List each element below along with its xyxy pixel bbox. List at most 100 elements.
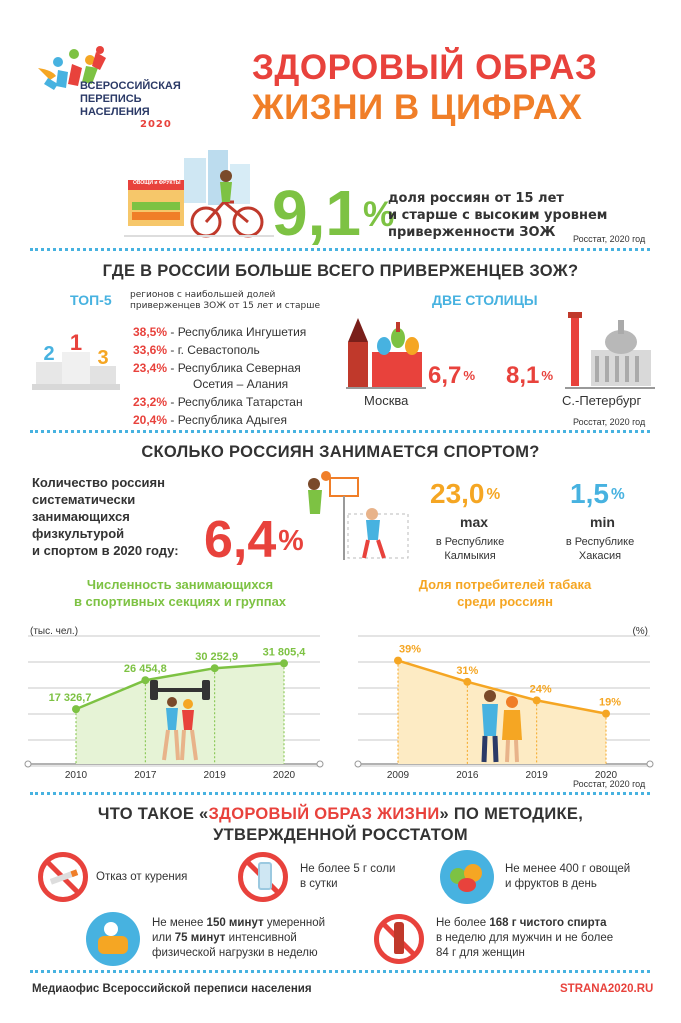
- market-bike-illustration: [124, 150, 274, 238]
- definition-activity-line1: Не менее 150 минут умеренной: [152, 916, 325, 931]
- region-item: 23,2% - Республика Татарстан: [133, 395, 303, 409]
- sport-label-line2: систематически: [32, 492, 136, 507]
- series-area: [398, 660, 606, 764]
- x-tick-label: 2016: [456, 770, 479, 781]
- data-label: 17 326,7: [49, 692, 92, 704]
- tobacco-chart-title: Доля потребителей табака среди россиян: [360, 576, 650, 610]
- axis-end-right: [646, 760, 654, 768]
- region-name: - Республика Адыгея: [167, 413, 287, 427]
- definition-title-post: » ПО МЕТОДИКЕ,: [439, 805, 584, 823]
- spb-isaac-cathedral-icon: [565, 312, 655, 389]
- tobacco-users-chart: 39% 2009 31% 2016 24% 2019 19% 2020 (%): [354, 626, 654, 781]
- definition-activity-f: интенсивной: [225, 932, 297, 944]
- zozh-description: доля россиян от 15 лет и старше с высоки…: [388, 190, 607, 241]
- definition-fruits-line2: и фруктов в день: [505, 878, 597, 890]
- sport-label: Количество россиян систематически занима…: [32, 474, 179, 559]
- basketball-players-illustration: [308, 471, 409, 560]
- data-label: 26 454,8: [124, 663, 167, 675]
- salt-icon: [236, 850, 290, 904]
- sport-section-title: СКОЛЬКО РОССИЯН ЗАНИМАЕТСЯ СПОРТОМ?: [141, 443, 540, 461]
- moscow-kremlin-icon: [346, 318, 426, 389]
- x-tick-label: 2010: [65, 770, 88, 781]
- tobacco-chart-title-line2: среди россиян: [457, 594, 553, 609]
- region-name: - Республика Ингушетия: [167, 325, 307, 339]
- fruits-icon: [440, 850, 494, 904]
- sport-min-sub-line1: в Республике: [565, 536, 635, 548]
- x-tick-label: 2017: [134, 770, 157, 781]
- logo-year: 2020: [140, 119, 172, 130]
- logo-line3: НАСЕЛЕНИЯ: [80, 106, 150, 118]
- zozh-text-line2: и старше с высоким уровнем: [388, 208, 608, 223]
- no-smoking-icon: [36, 850, 90, 904]
- footer-text: Медиаофис Всероссийской переписи населен…: [32, 983, 312, 995]
- spb-value-number: 8,1: [506, 362, 540, 389]
- region-name: - г. Севастополь: [167, 343, 260, 357]
- page-title: ЗДОРОВЫЙ ОБРАЗ ЖИЗНИ В ЦИФРАХ: [252, 48, 597, 128]
- region-item: 20,4% - Республика Адыгея: [133, 413, 287, 427]
- data-point: [141, 676, 150, 685]
- region-name: Осетия – Алания: [193, 377, 289, 391]
- census-logo-icon: [38, 46, 106, 90]
- logo-line1: ВСЕРОССИЙСКАЯ: [80, 80, 181, 92]
- y-axis-label: (%): [632, 626, 648, 637]
- axis-end-left: [354, 760, 362, 768]
- definition-salt-line2: в сутки: [300, 878, 338, 890]
- sport-value-unit: %: [278, 524, 304, 557]
- definition-activity-line2: или 75 минут интенсивной: [152, 931, 325, 946]
- series-line: [397, 659, 607, 715]
- moscow-value-unit: %: [463, 367, 476, 383]
- definition-salt-line1: Не более 5 г соли: [300, 863, 396, 875]
- sport-min-sub-line2: Хакасия: [578, 550, 622, 562]
- sport-value: 6,4%: [204, 510, 304, 570]
- definition-activity-line3: физической нагрузки в неделю: [152, 947, 318, 959]
- data-label: 24%: [530, 683, 552, 695]
- podium-2: 2: [43, 343, 54, 365]
- sport-value-number: 6,4: [204, 511, 277, 569]
- zozh-text-line1: доля россиян от 15 лет: [388, 191, 564, 206]
- data-point: [532, 696, 541, 705]
- sport-max-value: 23,0%: [430, 478, 500, 510]
- logo-text: ВСЕРОССИЙСКАЯ ПЕРЕПИСЬ НАСЕЛЕНИЯ: [80, 80, 181, 119]
- top5-subtitle: регионов с наибольшей долей приверженцев…: [130, 290, 320, 312]
- x-tick-label: 2019: [204, 770, 227, 781]
- activity-icon: [86, 912, 140, 966]
- two-capitals-label: ДВЕ СТОЛИЦЫ: [432, 292, 538, 308]
- data-point: [72, 705, 80, 714]
- sport-max-sub-line2: Калмыкия: [444, 550, 496, 562]
- axis-end-right: [316, 760, 324, 768]
- sport-max-sub-line1: в Республике: [435, 536, 505, 548]
- top5-sub-line2: приверженцев ЗОЖ от 15 лет и старше: [130, 301, 320, 311]
- data-label: 39%: [399, 644, 421, 656]
- people-talking-illustration: [481, 690, 522, 763]
- sport-chart-title: Численность занимающихся в спортивных се…: [30, 576, 330, 610]
- data-point: [394, 656, 402, 665]
- series-line: [75, 662, 285, 711]
- definition-alcohol-line3: 84 г для женщин: [436, 947, 525, 959]
- spb-value-unit: %: [541, 367, 554, 383]
- data-point: [463, 677, 472, 686]
- shop-sign: ОВОЩИ и ФРУКТЫ: [133, 180, 181, 186]
- spb-value: 8,1%: [506, 362, 553, 390]
- sport-max-number: 23,0: [430, 478, 485, 509]
- definition-no-smoking: Отказ от курения: [96, 871, 188, 883]
- y-axis-label: (тыс. чел.): [30, 626, 78, 637]
- sport-min-value: 1,5%: [570, 478, 625, 510]
- definition-alcohol-line1: Не более 168 г чистого спирта: [436, 916, 613, 931]
- podium-1: 1: [70, 330, 82, 355]
- data-point: [280, 659, 288, 668]
- sport-min-sub: в Республике Хакасия: [550, 535, 650, 563]
- sport-min-label: min: [590, 514, 615, 530]
- title-line2: ЖИЗНИ В ЦИФРАХ: [252, 88, 583, 127]
- moscow-value-number: 6,7: [428, 362, 462, 389]
- region-value: 33,6%: [133, 343, 168, 357]
- zozh-source: Росстат, 2020 год: [573, 234, 646, 244]
- definition-activity-d: или: [152, 932, 175, 944]
- footer-link[interactable]: STRANA2020.RU: [560, 983, 654, 995]
- region-value: 23,2%: [133, 395, 168, 409]
- sport-source: Росстат, 2020 год: [573, 779, 646, 789]
- x-tick-label: 2020: [595, 770, 618, 781]
- definition-activity-e: 75 минут: [174, 932, 226, 944]
- title-line1: ЗДОРОВЫЙ ОБРАЗ: [252, 48, 598, 87]
- definition-activity-a: Не менее: [152, 917, 207, 929]
- sport-chart-title-line1: Численность занимающихся: [86, 577, 274, 592]
